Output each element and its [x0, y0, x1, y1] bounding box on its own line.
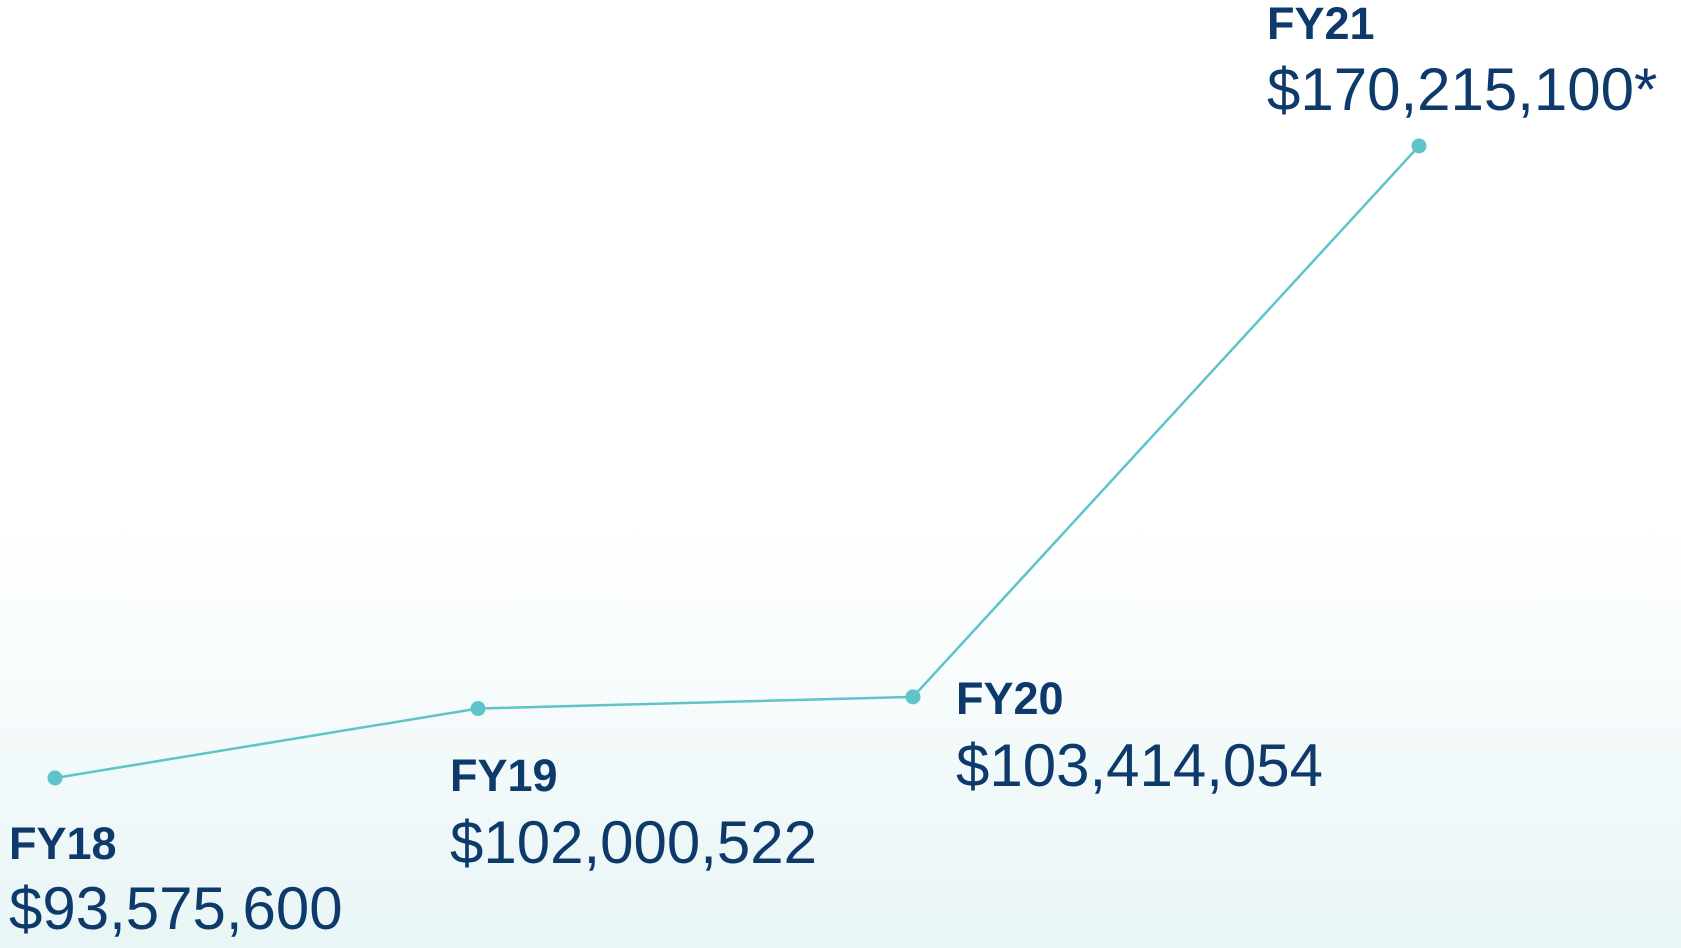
line [54, 145, 1420, 780]
value-label: $102,000,522 [450, 809, 817, 876]
value-label: $93,575,600 [9, 875, 343, 942]
value-label: $103,414,054 [956, 732, 1323, 799]
category-label: FY20 [956, 673, 1064, 724]
category-label: FY18 [9, 818, 117, 869]
point [1411, 138, 1427, 154]
value-label: $170,215,100* [1267, 56, 1657, 123]
point [47, 770, 63, 786]
category-label: FY21 [1267, 0, 1375, 49]
point [905, 689, 921, 705]
point [470, 701, 486, 717]
category-label: FY19 [450, 750, 558, 801]
